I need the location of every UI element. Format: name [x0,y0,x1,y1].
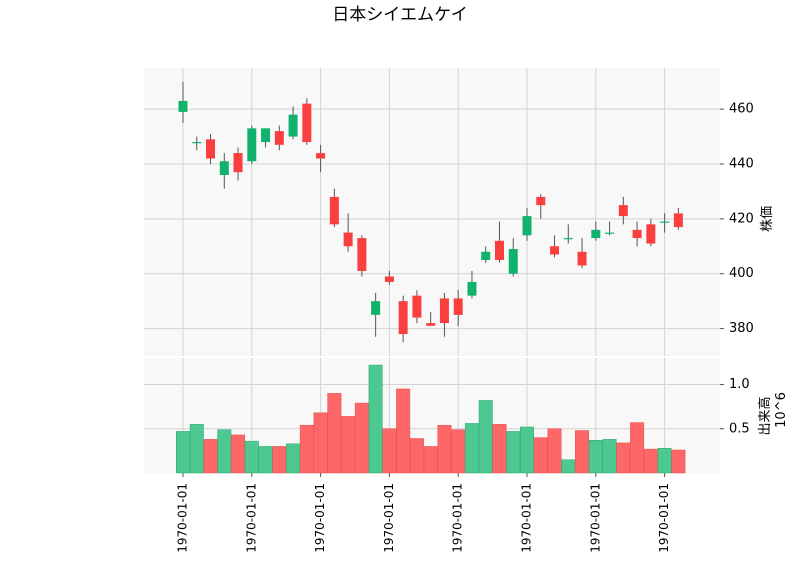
x-axis: 1970-01-01 1970-01-01 1970-01-01 1970-01-01… [176,473,671,553]
volume-axis-label: 出来高 [757,396,773,435]
candle-body [605,232,615,234]
volume-panel: 0.5 1.0 出来高 10^6 [144,358,789,474]
candle-body [384,276,394,282]
candle-body [357,238,367,271]
volume-bar [354,402,369,474]
x-tick-label: 1970-01-01 [382,483,396,553]
candle-body [467,281,477,296]
candle-body [660,221,670,223]
volume-bar [272,446,287,474]
volume-bar [464,423,479,474]
x-tick-label: 1970-01-01 [176,483,190,553]
candle-body [453,298,463,315]
price-y-tick-label: 400 [729,266,754,281]
volume-bar [396,388,411,474]
candle-body [302,103,312,143]
volume-bar [561,459,576,474]
volume-bar [437,424,452,474]
volume-bar [258,446,273,474]
candle-body [219,161,229,175]
candle-body [536,196,546,206]
volume-bar [671,449,686,474]
candle-body [192,142,202,144]
candle-body [439,298,449,324]
candle-body [563,238,573,240]
candle-body [481,251,491,260]
candle-body [206,139,216,159]
volume-bar [286,443,301,474]
volume-bar [423,446,438,474]
chart-title: 日本シイエムケイ [332,5,468,25]
candle-body [398,301,408,335]
volume-bar [616,442,631,474]
candle-body [329,196,339,225]
candle-body [316,153,326,159]
candle-body [673,213,683,228]
candle-body [371,301,381,315]
volume-bar [506,431,521,474]
price-y-tick-label: 440 [729,157,754,172]
volume-bar [217,429,232,474]
candle-body [274,131,284,145]
volume-bar [299,424,314,474]
candle-body [618,205,628,217]
volume-bar [203,439,218,474]
volume-bar [492,424,507,474]
price-y-tick-label: 420 [729,211,754,226]
volume-bar [547,428,562,474]
x-tick-label: 1970-01-01 [313,483,327,553]
volume-bar [327,393,342,474]
candle-body [646,224,656,244]
volume-bar [643,448,658,474]
candle-body [494,240,504,260]
price-panel-background [144,68,720,356]
volume-y-tick-label: 0.5 [729,421,750,436]
volume-bar [520,426,534,474]
volume-bar [588,440,603,474]
x-tick-label: 1970-01-01 [588,483,602,553]
volume-bar [451,429,466,474]
volume-bar [176,431,190,474]
volume-bar [368,364,383,474]
candle-body [247,128,257,162]
volume-bar [533,437,548,474]
volume-y-tick-label: 1.0 [729,377,750,392]
price-panel: 380 400 420 440 460 株価 [144,68,775,356]
candle-body [233,153,243,173]
volume-scale-label: 10^6 [774,392,789,428]
price-y-tick-label: 460 [729,102,754,117]
volume-bar [630,422,645,474]
volume-bar [313,412,328,474]
candle-body [577,251,587,266]
candle-body [522,216,532,236]
candle-body [426,323,436,326]
candle-body [288,114,298,137]
candle-body [591,229,601,239]
volume-bar [231,434,246,474]
volume-bar [657,447,672,474]
x-tick-label: 1970-01-01 [520,483,534,553]
x-tick-label: 1970-01-01 [451,483,465,553]
candle-body [261,128,271,143]
volume-bar [409,438,424,474]
price-y-tick-label: 380 [729,321,754,336]
volume-bar [189,424,204,474]
volume-bar [478,400,493,474]
candle-body [632,229,642,239]
volume-bar [382,428,397,474]
candle-body [550,246,560,255]
price-axis-label: 株価 [760,206,775,232]
candle-body [508,249,518,274]
candle-body [343,232,353,247]
x-tick-label: 1970-01-01 [657,483,671,553]
volume-bar [602,439,617,474]
candle-body [178,100,188,112]
volume-bar [575,430,590,474]
volume-bar [341,416,356,474]
candle-body [412,295,422,318]
x-tick-label: 1970-01-01 [244,483,258,553]
volume-bar [244,440,259,474]
